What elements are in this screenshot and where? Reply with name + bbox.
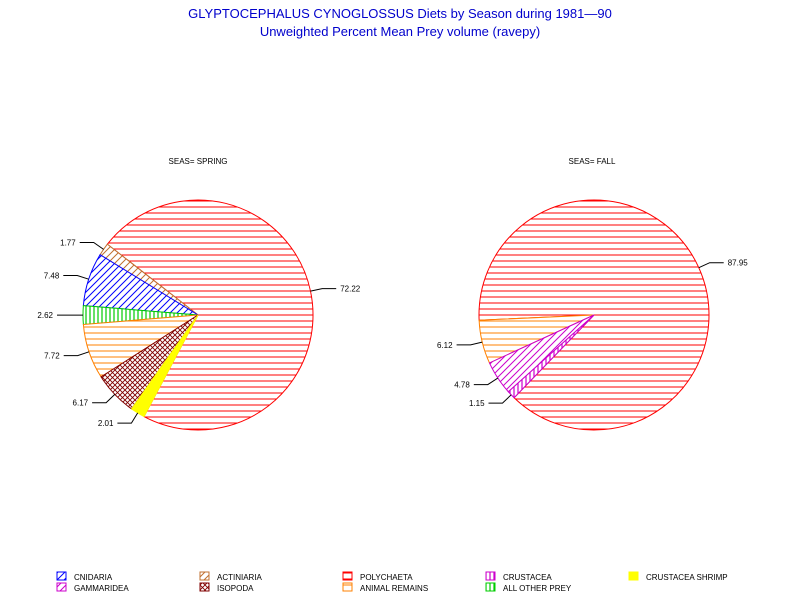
legend-swatch-crustacea <box>485 571 496 581</box>
legend-label-crustacea: CRUSTACEA <box>503 573 552 582</box>
legend-swatch-gammaridea <box>56 582 67 592</box>
leader-line-animal-remains <box>63 351 90 357</box>
legend-swatch-crustacea-shrimp <box>628 571 639 581</box>
legend-label-actiniaria: ACTINIARIA <box>217 573 263 582</box>
legend-swatch-isopoda <box>199 582 210 592</box>
data-label-polychaeta: 72.22 <box>340 285 361 294</box>
data-label-cnidaria: 7.48 <box>44 271 60 280</box>
pie-title-fall: SEAS= FALL <box>569 157 616 166</box>
data-label-actiniaria: 1.77 <box>60 239 76 248</box>
data-label-animal-remains: 7.72 <box>44 352 60 361</box>
leader-line-animal-remains <box>456 341 483 346</box>
leader-line-polychaeta <box>698 262 724 269</box>
pie-spring: SEAS= SPRING 72.22 1.77 7.48 2.62 7.72 6.17 2.… <box>37 157 361 431</box>
data-label-gammaridea: 4.78 <box>454 381 470 390</box>
legend-label-crustacea-shrimp: CRUSTACEA SHRIMP <box>646 573 728 582</box>
leader-line-crustacea <box>488 394 512 404</box>
data-label-isopoda: 6.17 <box>73 399 89 408</box>
data-label-crustacea: 1.15 <box>469 399 485 408</box>
data-label-crustacea-shrimp: 2.01 <box>98 419 114 428</box>
legend-swatch-polychaeta <box>342 571 353 581</box>
pie-fall: SEAS= FALL 87.95 6.12 4.78 1.15 <box>437 157 749 431</box>
legend-label-cnidaria: CNIDARIA <box>74 573 113 582</box>
leader-line-cnidaria <box>63 275 89 280</box>
leader-line-isopoda <box>92 394 116 404</box>
pie-slice-polychaeta <box>106 199 314 431</box>
legend-swatch-cnidaria <box>56 571 67 581</box>
leader-line-actiniaria <box>79 242 104 250</box>
legend: CNIDARIA ACTINIARIA POLYCHAETA CRUSTACEA CRU… <box>56 571 728 593</box>
pie-title-spring: SEAS= SPRING <box>169 157 228 166</box>
chart-title: GLYPTOCEPHALUS CYNOGLOSSUS Diets by Seas… <box>188 6 612 21</box>
data-label-polychaeta: 87.95 <box>728 259 749 268</box>
leader-line-gammaridea <box>473 377 499 386</box>
leader-line-crustacea-shrimp <box>117 412 139 424</box>
legend-label-isopoda: ISOPODA <box>217 584 254 593</box>
legend-label-all-other-prey: ALL OTHER PREY <box>503 584 572 593</box>
data-label-all-other-prey: 2.62 <box>37 311 53 320</box>
legend-swatch-all-other-prey <box>485 582 496 592</box>
leader-line-polychaeta <box>310 288 337 292</box>
legend-swatch-actiniaria <box>199 571 210 581</box>
data-label-animal-remains: 6.12 <box>437 341 453 350</box>
legend-label-animal-remains: ANIMAL REMAINS <box>360 584 428 593</box>
legend-label-polychaeta: POLYCHAETA <box>360 573 413 582</box>
chart-subtitle: Unweighted Percent Mean Prey volume (rav… <box>260 24 540 39</box>
legend-label-gammaridea: GAMMARIDEA <box>74 584 129 593</box>
legend-swatch-animal-remains <box>342 582 353 592</box>
